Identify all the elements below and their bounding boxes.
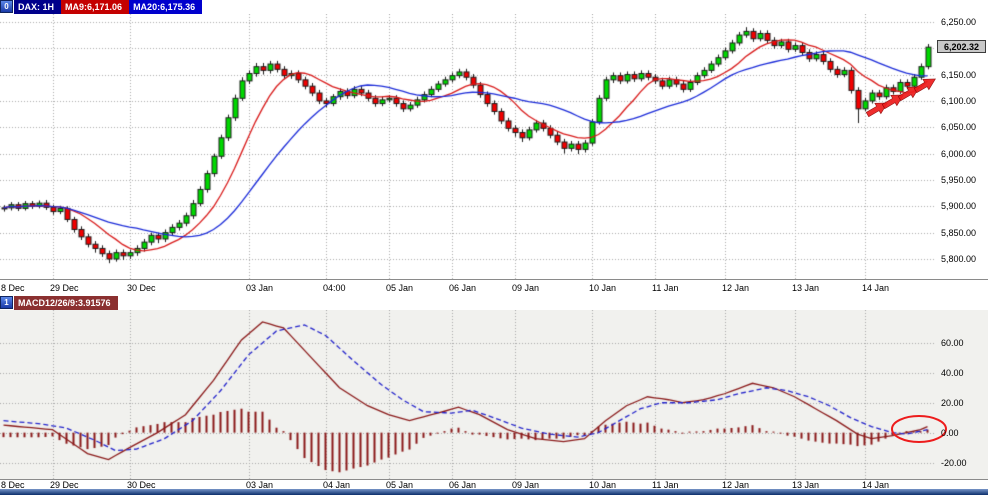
time-axis-label: 29 Dec <box>50 283 79 293</box>
time-axis-label: 14 Jan <box>862 480 890 490</box>
price-tick-label: 6,000.00 <box>941 148 977 159</box>
macd-tick-label: 20.00 <box>941 397 964 408</box>
time-axis-top[interactable]: 8 Dec 29 Dec 30 Dec 03 Jan 04:00 05 Jan 06 Jan… <box>0 279 988 296</box>
macd-tick-label: 0.00 <box>941 427 959 438</box>
time-axis-label: 12 Jan <box>722 480 750 490</box>
price-tick-label: 5,800.00 <box>941 253 977 264</box>
time-axis-label: 05 Jan <box>386 283 414 293</box>
time-axis-label: 13 Jan <box>792 283 820 293</box>
time-axis-label: 05 Jan <box>386 480 414 490</box>
time-axis-label: 12 Jan <box>722 283 750 293</box>
price-axis[interactable]: 6,250.006,200.006,150.006,100.006,050.00… <box>0 14 988 279</box>
time-axis-label: 14 Jan <box>862 283 890 293</box>
time-axis-label: 09 Jan <box>512 283 540 293</box>
time-axis-label: 03 Jan <box>246 283 274 293</box>
time-axis-label: 10 Jan <box>589 283 617 293</box>
macd-chart-canvas[interactable] <box>0 310 988 479</box>
time-axis-label: 10 Jan <box>589 480 617 490</box>
macd-header: 1 MACD12/26/9:3.91576 <box>0 296 118 310</box>
price-tick-label: 6,250.00 <box>941 16 977 27</box>
time-axis-label: 8 Dec <box>1 480 25 490</box>
price-tick-label: 6,150.00 <box>941 69 977 80</box>
last-price-badge: 6,202.32 <box>937 40 986 54</box>
time-axis-label: 04 Jan <box>323 480 351 490</box>
time-axis-label: 29 Dec <box>50 480 79 490</box>
macd-axis[interactable]: 60.00 40.00 20.00 0.00 -20.00 <box>0 310 988 479</box>
time-axis-bottom[interactable]: 8 Dec 29 Dec 30 Dec 03 Jan 04 Jan 05 Jan 06 Ja… <box>0 479 988 490</box>
price-symbol-label: DAX: 1H <box>14 0 62 14</box>
price-tick-label: 6,100.00 <box>941 95 977 106</box>
time-axis-label: 06 Jan <box>449 480 477 490</box>
price-tick-label: 5,850.00 <box>941 227 977 238</box>
price-chart[interactable]: 6,250.006,200.006,150.006,100.006,050.00… <box>0 14 988 279</box>
price-tick-label: 6,050.00 <box>941 122 977 133</box>
price-tick-label: 5,950.00 <box>941 174 977 185</box>
macd-tick-label: 40.00 <box>941 367 964 378</box>
macd-panel-icon[interactable]: 1 <box>0 296 13 309</box>
time-axis-label: 13 Jan <box>792 480 820 490</box>
time-axis-label: 11 Jan <box>652 283 679 293</box>
time-axis-label: 09 Jan <box>512 480 540 490</box>
time-axis-label: 30 Dec <box>127 480 156 490</box>
ma9-indicator-label[interactable]: MA9:6,171.06 <box>61 0 130 14</box>
window-bottom-edge <box>0 489 988 495</box>
macd-tick-label: 60.00 <box>941 337 964 348</box>
macd-chart[interactable]: 60.00 40.00 20.00 0.00 -20.00 <box>0 310 988 479</box>
ma20-indicator-label[interactable]: MA20:6,175.36 <box>129 0 203 14</box>
time-axis-label: 8 Dec <box>1 283 25 293</box>
time-axis-label: 04:00 <box>323 283 346 293</box>
time-axis-label: 11 Jan <box>652 480 679 490</box>
time-axis-label: 30 Dec <box>127 283 156 293</box>
macd-tick-label: -20.00 <box>941 457 967 468</box>
price-tick-label: 5,900.00 <box>941 201 977 212</box>
price-chart-canvas[interactable] <box>0 14 988 279</box>
macd-indicator-label[interactable]: MACD12/26/9:3.91576 <box>14 296 118 310</box>
time-axis-label: 06 Jan <box>449 283 477 293</box>
price-panel-icon[interactable]: 0 <box>0 0 13 13</box>
time-axis-label: 03 Jan <box>246 480 274 490</box>
price-header: 0 DAX: 1H MA9:6,171.06 MA20:6,175.36 <box>0 0 203 14</box>
